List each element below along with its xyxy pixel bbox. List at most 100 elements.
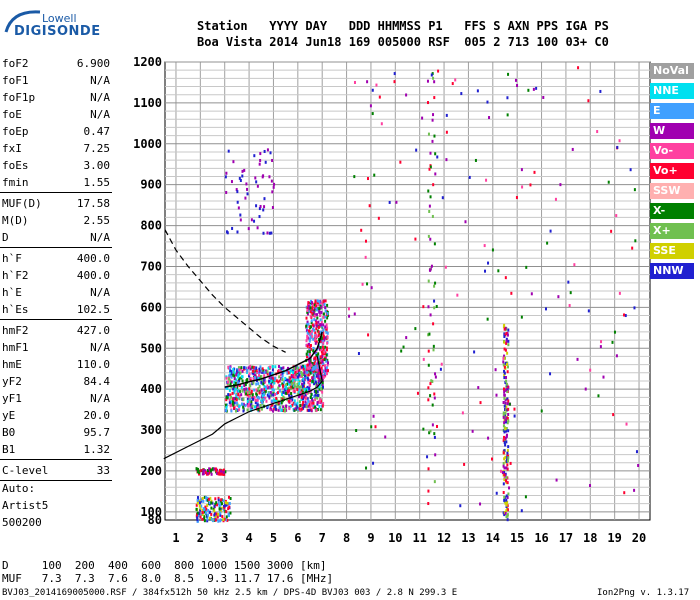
echo-point <box>321 355 324 359</box>
echo-point <box>319 398 322 402</box>
echo-point <box>233 377 236 381</box>
echo-point <box>525 265 528 269</box>
param-row: h`E N/A <box>2 284 110 301</box>
echo-point <box>246 387 249 391</box>
echo-point <box>203 515 206 519</box>
echo-point <box>299 385 302 389</box>
echo-point <box>298 373 301 377</box>
echo-point <box>503 327 506 331</box>
x-tick-label: 15 <box>510 531 524 545</box>
echo-point <box>219 518 222 522</box>
echo-point <box>317 325 320 329</box>
echo-point <box>258 396 261 400</box>
echo-point <box>323 302 326 306</box>
echo-point <box>198 470 201 474</box>
param-name: hmF1 <box>2 341 29 354</box>
echo-point <box>309 366 312 370</box>
echo-point <box>240 385 243 389</box>
distance-row: D 100 200 400 600 800 1000 1500 3000 [km… <box>2 559 327 572</box>
echo-point <box>322 301 325 305</box>
echo-point <box>306 312 309 316</box>
param-name: D <box>2 231 9 244</box>
echo-point <box>305 352 308 356</box>
echo-point <box>282 405 285 409</box>
echo-point <box>428 204 431 208</box>
echo-point <box>317 357 320 361</box>
echo-point <box>471 429 474 433</box>
x-tick-label: 5 <box>270 531 277 545</box>
echo-point <box>250 391 253 395</box>
echo-point <box>348 314 351 318</box>
legend-item: NoVal <box>650 63 694 79</box>
echo-point <box>277 408 280 412</box>
echo-point <box>226 231 229 235</box>
param-row: yF2 84.4 <box>2 373 110 390</box>
echo-point <box>312 327 315 331</box>
echo-point <box>306 369 309 373</box>
echo-point <box>214 512 217 516</box>
echo-point <box>276 391 279 395</box>
param-row: MUF(D) 17.58 <box>2 195 110 212</box>
param-row: yF1 N/A <box>2 390 110 407</box>
echo-point <box>306 408 309 412</box>
echo-point <box>280 408 283 412</box>
echo-point <box>246 402 249 406</box>
echo-point <box>318 374 321 378</box>
echo-point <box>325 359 328 363</box>
param-value: 1.55 <box>83 176 111 189</box>
echo-point <box>304 400 307 404</box>
echo-point <box>507 339 510 343</box>
echo-point <box>320 369 323 373</box>
echo-point <box>299 403 302 407</box>
echo-point <box>310 363 313 367</box>
echo-point <box>258 384 261 388</box>
x-tick-label: 13 <box>461 531 475 545</box>
param-separator <box>0 247 112 248</box>
echo-point <box>515 196 518 200</box>
echo-point <box>315 340 318 344</box>
echo-point <box>237 393 240 397</box>
echo-point <box>433 96 436 100</box>
echo-point <box>201 517 204 521</box>
echo-point <box>313 362 316 366</box>
echo-point <box>477 386 480 390</box>
echo-point <box>300 374 303 378</box>
echo-point <box>311 311 314 315</box>
echo-point <box>315 304 318 308</box>
echo-point <box>247 227 250 231</box>
echo-point <box>400 349 403 353</box>
echo-point <box>316 335 319 339</box>
echo-point <box>223 506 226 510</box>
echo-point <box>270 179 273 183</box>
echo-point <box>254 370 257 374</box>
echo-point <box>242 367 245 371</box>
echo-point <box>210 517 213 521</box>
echo-point <box>260 388 263 392</box>
echo-point <box>314 337 317 341</box>
echo-point <box>319 360 322 364</box>
echo-point <box>255 204 258 208</box>
echo-point <box>269 394 272 398</box>
echo-point <box>503 435 506 439</box>
echo-point <box>326 331 329 335</box>
echo-point <box>313 389 316 393</box>
echo-point <box>311 377 314 381</box>
echo-point <box>206 498 209 502</box>
echo-point <box>633 488 636 492</box>
echo-point <box>310 368 313 372</box>
x-tick-label: 10 <box>388 531 402 545</box>
echo-point <box>225 515 228 519</box>
echo-point <box>440 362 443 366</box>
echo-point <box>309 369 312 373</box>
echo-point <box>274 399 277 403</box>
logo-lowell-text: Lowell <box>42 12 77 25</box>
echo-point <box>250 405 253 409</box>
echo-point <box>241 169 244 173</box>
echo-point <box>309 301 312 305</box>
echo-point <box>306 309 309 313</box>
echo-point <box>502 387 505 391</box>
echo-point <box>505 476 508 480</box>
echo-point <box>272 407 275 411</box>
echo-point <box>220 502 223 506</box>
echo-point <box>366 80 369 84</box>
